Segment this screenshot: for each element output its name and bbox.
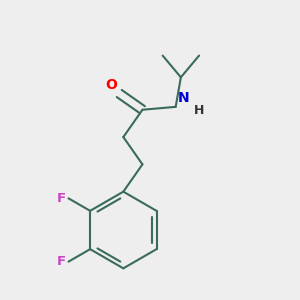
Text: N: N [177,91,189,105]
Text: F: F [57,192,66,205]
Text: H: H [194,104,204,117]
Text: O: O [106,78,118,92]
Text: F: F [57,255,66,268]
